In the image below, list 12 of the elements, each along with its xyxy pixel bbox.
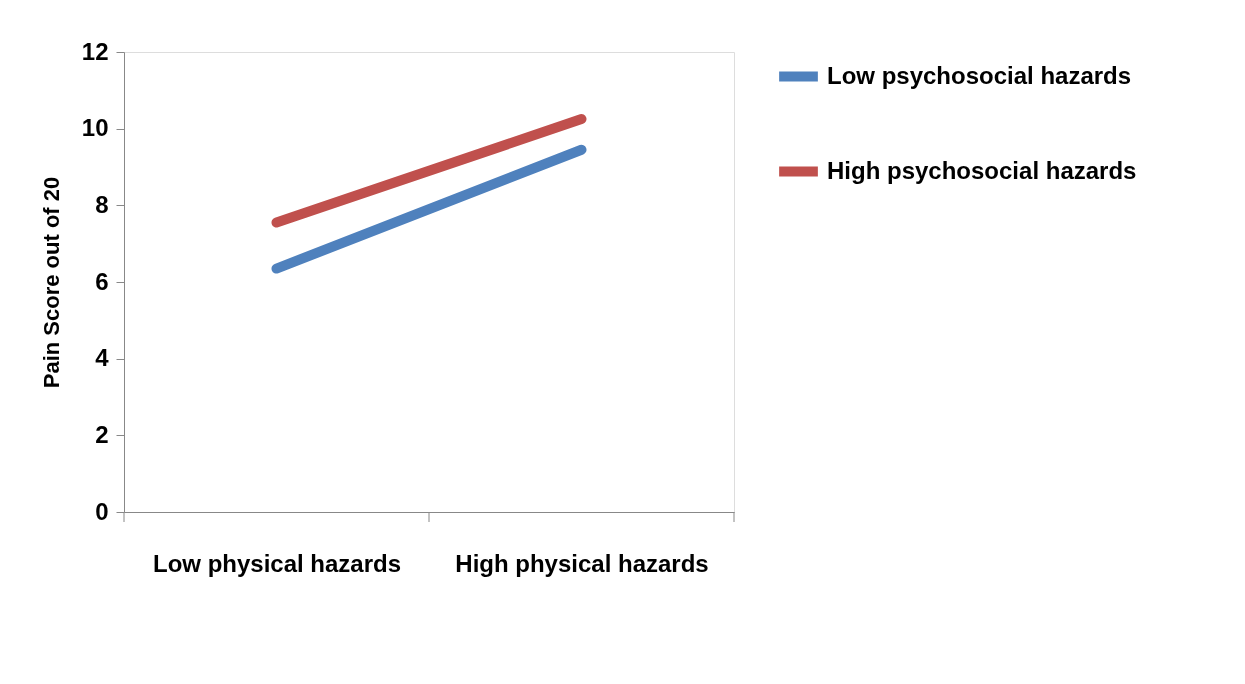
y-tick-label: 0 [95, 497, 109, 525]
legend-label: High psychosocial hazards [827, 156, 1137, 184]
y-tick-label: 6 [95, 267, 109, 295]
x-tick-label: High physical hazards [455, 549, 709, 577]
y-tick-label: 2 [95, 420, 109, 448]
y-tick-label: 4 [95, 344, 110, 372]
legend-label: Low psychosocial hazards [827, 61, 1132, 89]
y-tick-label: 10 [81, 114, 109, 142]
y-tick-label: 8 [95, 190, 109, 218]
y-axis-title: Pain Score out of 20 [38, 176, 64, 389]
x-tick-label: Low physical hazards [152, 549, 402, 577]
y-tick-label: 12 [81, 37, 109, 65]
